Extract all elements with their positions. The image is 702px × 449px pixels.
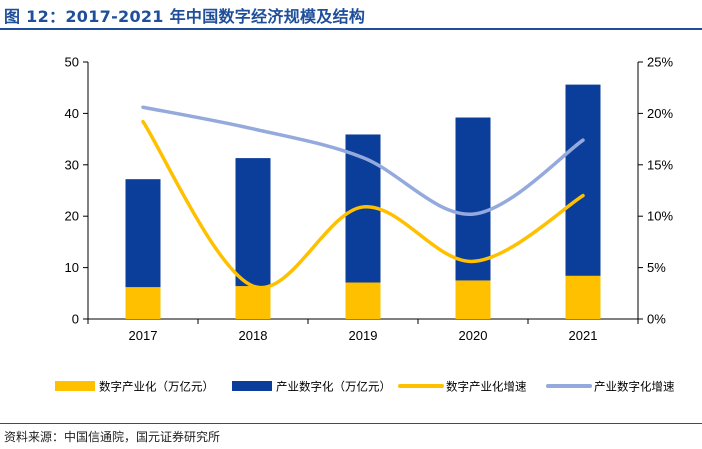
x-tick-label: 2021 [569, 328, 598, 343]
legend-industrial-digital-label: 产业数字化（万亿元） [276, 380, 391, 394]
right-tick-label: 25% [647, 55, 673, 70]
bar-industrial-digital [455, 117, 491, 281]
left-tick-label: 10 [65, 260, 79, 275]
title-divider [0, 28, 702, 30]
left-tick-label: 0 [72, 312, 79, 327]
left-tick-label: 20 [65, 209, 79, 224]
bar-digital-industry [565, 275, 601, 319]
lines [141, 105, 585, 290]
chart: 0 10 20 30 40 50 0% 5% 10% 15% 20% 25% 2017 2018 2019 2… [55, 55, 675, 394]
bar-industrial-digital [565, 84, 601, 276]
bar-digital-industry [125, 287, 161, 319]
left-tick-label: 50 [65, 55, 79, 70]
right-tick-label: 15% [647, 157, 673, 172]
x-tick-label: 2019 [349, 328, 378, 343]
left-tick-label: 40 [65, 106, 79, 121]
legend-digital-industry-swatch [55, 381, 95, 391]
left-tick-label: 30 [65, 157, 79, 172]
right-tick-label: 10% [647, 209, 673, 224]
x-tick-label: 2018 [239, 328, 268, 343]
chart-title: 图 12：2017-2021 年中国数字经济规模及结构 [4, 7, 366, 26]
bar-industrial-digital [235, 158, 271, 287]
axes: 0 10 20 30 40 50 0% 5% 10% 15% 20% 25% 2017 2018 2019 2… [65, 55, 674, 344]
bars [125, 84, 601, 319]
legend-digital-industry-growth-label: 数字产业化增速 [446, 380, 527, 394]
source-divider [0, 423, 702, 424]
legend-industrial-digital-growth-label: 产业数字化增速 [594, 380, 675, 394]
source-note: 资料来源：中国信通院，国元证券研究所 [4, 430, 221, 444]
right-tick-label: 5% [647, 260, 666, 275]
bar-industrial-digital [125, 179, 161, 288]
legend: 数字产业化（万亿元） 产业数字化（万亿元） 数字产业化增速 产业数字化增速 [55, 380, 675, 394]
x-tick-label: 2020 [459, 328, 488, 343]
bar-digital-industry [345, 282, 381, 319]
line-digital-industry-growth [141, 119, 585, 290]
line-industrial-digital-growth [141, 105, 585, 216]
legend-digital-industry-label: 数字产业化（万亿元） [99, 380, 214, 394]
bar-digital-industry [235, 286, 271, 319]
right-tick-label: 20% [647, 106, 673, 121]
legend-industrial-digital-swatch [232, 381, 272, 391]
bar-digital-industry [455, 280, 491, 319]
right-tick-label: 0% [647, 312, 666, 327]
x-tick-label: 2017 [129, 328, 158, 343]
